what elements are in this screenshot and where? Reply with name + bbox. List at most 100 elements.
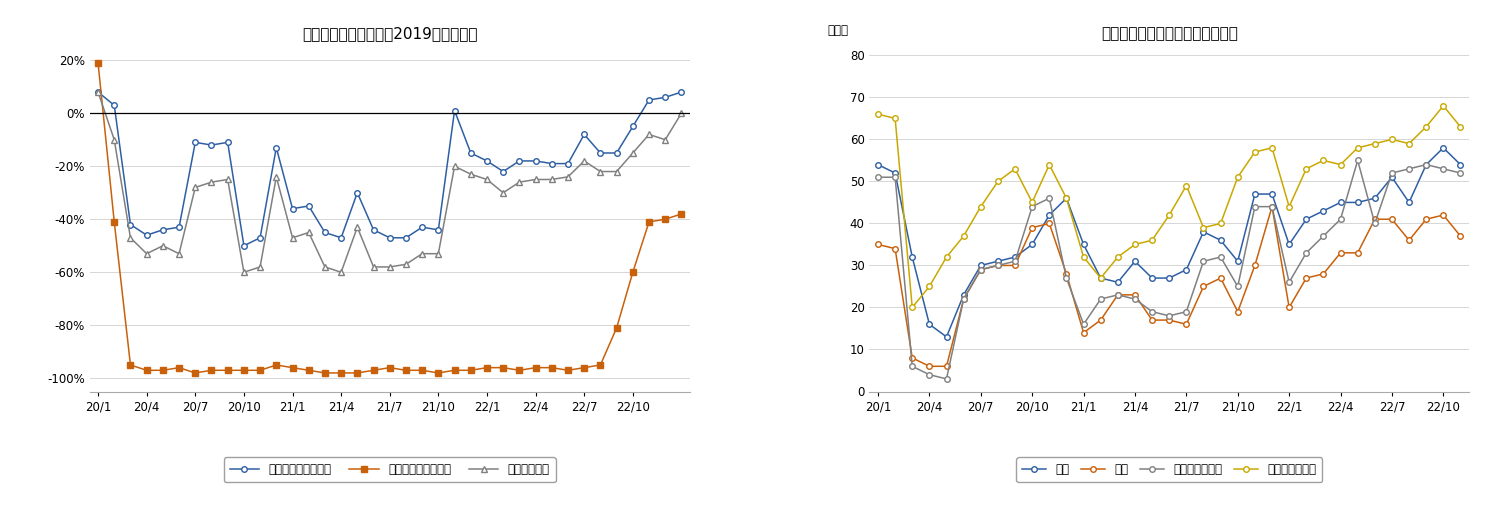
全体 [1006, 254, 1024, 260]
外国人延べ宿泊者数 [510, 367, 528, 373]
ビジネスホテル [1435, 103, 1453, 109]
リゾートホテル [1109, 292, 1127, 298]
Title: 宿泊施設タイプ別客室稼働率推移: 宿泊施設タイプ別客室稼働率推移 [1100, 27, 1238, 42]
延べ宿泊者数 [445, 163, 463, 169]
Line: 外国人延べ宿泊者数: 外国人延べ宿泊者数 [96, 60, 684, 376]
日本人延べ宿泊者数 [592, 150, 610, 156]
延べ宿泊者数 [462, 171, 480, 177]
日本人延べ宿泊者数 [673, 89, 691, 95]
全体 [920, 321, 938, 327]
日本人延べ宿泊者数 [624, 123, 642, 129]
日本人延べ宿泊者数 [300, 203, 318, 209]
日本人延べ宿泊者数 [138, 232, 156, 238]
Line: 日本人延べ宿泊者数: 日本人延べ宿泊者数 [96, 89, 684, 248]
延べ宿泊者数 [673, 110, 691, 116]
リゾートホテル [1075, 321, 1093, 327]
延べ宿泊者数 [397, 261, 415, 267]
延べ宿泊者数 [316, 264, 334, 270]
ビジネスホテル [1091, 275, 1109, 281]
日本人延べ宿泊者数 [445, 108, 463, 114]
日本人延べ宿泊者数 [169, 224, 187, 230]
延べ宿泊者数 [121, 235, 139, 241]
ビジネスホテル [1400, 140, 1418, 147]
延べ宿泊者数 [559, 174, 577, 180]
旅館 [1366, 216, 1384, 222]
日本人延べ宿泊者数 [462, 150, 480, 156]
全体 [1177, 267, 1195, 273]
リゾートホテル [937, 376, 955, 382]
全体 [1400, 199, 1418, 206]
延べ宿泊者数 [364, 264, 382, 270]
リゾートホテル [971, 267, 989, 273]
外国人延べ宿泊者数 [429, 370, 447, 376]
旅館 [1177, 321, 1195, 327]
日本人延べ宿泊者数 [607, 150, 625, 156]
リゾートホテル [1144, 309, 1162, 315]
リゾートホテル [1435, 165, 1453, 172]
全体 [1040, 212, 1058, 218]
延べ宿泊者数 [607, 169, 625, 175]
リゾートホテル [1006, 258, 1024, 264]
ビジネスホテル [989, 179, 1007, 185]
外国人延べ宿泊者数 [478, 364, 496, 371]
延べ宿泊者数 [283, 235, 301, 241]
全体 [1366, 195, 1384, 201]
ビジネスホテル [1246, 149, 1264, 155]
リゾートホテル [1229, 283, 1247, 290]
全体 [1246, 191, 1264, 197]
全体 [1384, 174, 1402, 181]
外国人延べ宿泊者数 [333, 370, 351, 376]
リゾートホテル [1057, 275, 1075, 281]
旅館 [1091, 317, 1109, 323]
ビジネスホテル [1229, 174, 1247, 181]
延べ宿泊者数 [348, 224, 366, 230]
Line: ビジネスホテル: ビジネスホテル [875, 103, 1463, 310]
全体 [1280, 241, 1298, 247]
ビジネスホテル [1349, 145, 1367, 151]
リゾートホテル [1331, 216, 1349, 222]
日本人延べ宿泊者数 [559, 160, 577, 167]
ビジネスホテル [1040, 161, 1058, 168]
延べ宿泊者数 [510, 179, 528, 185]
リゾートホテル [1417, 161, 1435, 168]
延べ宿泊者数 [478, 176, 496, 183]
ビジネスホテル [1280, 204, 1298, 210]
全体 [1024, 241, 1042, 247]
ビジネスホテル [869, 111, 887, 117]
全体 [989, 258, 1007, 264]
日本人延べ宿泊者数 [495, 169, 513, 175]
ビジネスホテル [1451, 124, 1469, 130]
延べ宿泊者数 [138, 251, 156, 257]
リゾートホテル [1160, 313, 1178, 319]
延べ宿泊者数 [640, 132, 658, 138]
ビジネスホテル [1126, 241, 1144, 247]
旅館 [920, 363, 938, 370]
リゾートホテル [1384, 170, 1402, 176]
外国人延べ宿泊者数 [592, 362, 610, 368]
外国人延べ宿泊者数 [88, 60, 106, 66]
延べ宿泊者数 [381, 264, 399, 270]
外国人延べ宿泊者数 [640, 219, 658, 225]
全体 [1075, 241, 1093, 247]
旅館 [1331, 250, 1349, 256]
日本人延べ宿泊者数 [121, 221, 139, 228]
ビジネスホテル [1264, 145, 1282, 151]
日本人延べ宿泊者数 [414, 224, 432, 230]
全体 [1109, 279, 1127, 286]
延べ宿泊者数 [526, 176, 544, 183]
延べ宿泊者数 [414, 251, 432, 257]
外国人延べ宿泊者数 [526, 364, 544, 371]
ビジネスホテル [1109, 254, 1127, 260]
ビジネスホテル [1331, 161, 1349, 168]
旅館 [886, 245, 904, 252]
旅館 [1417, 216, 1435, 222]
リゾートホテル [869, 174, 887, 181]
延べ宿泊者数 [300, 229, 318, 235]
日本人延べ宿泊者数 [526, 158, 544, 164]
全体 [886, 170, 904, 176]
外国人延べ宿泊者数 [186, 370, 204, 376]
外国人延べ宿泊者数 [624, 269, 642, 276]
外国人延べ宿泊者数 [673, 211, 691, 217]
旅館 [955, 296, 973, 302]
日本人延べ宿泊者数 [105, 102, 123, 109]
